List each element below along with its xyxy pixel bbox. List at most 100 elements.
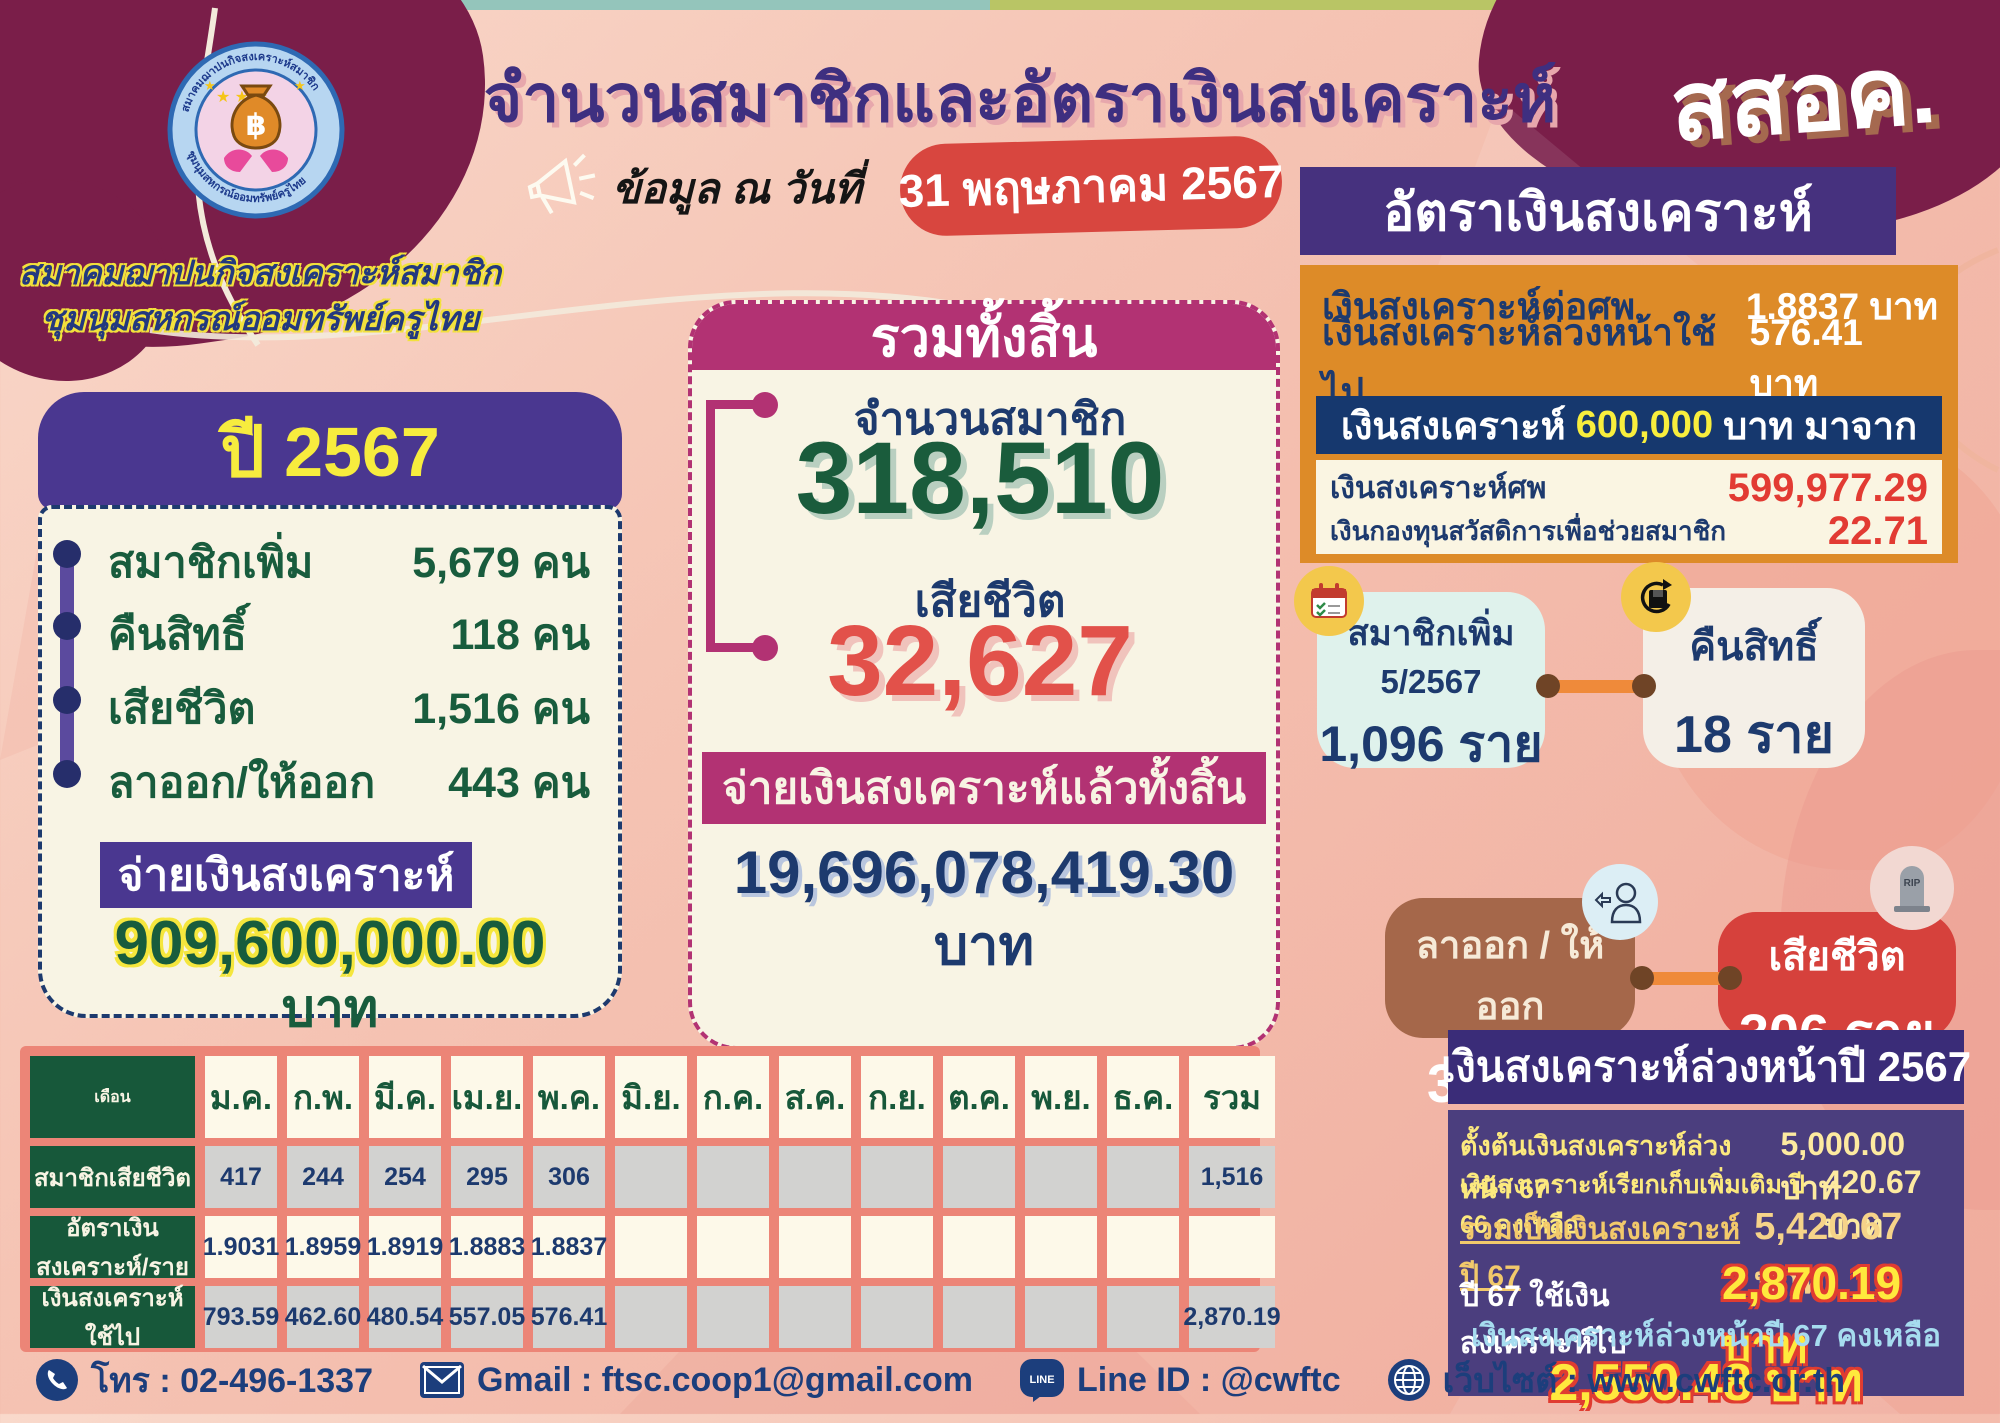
top-border-strip-segment (990, 0, 1560, 10)
return-box-icon (1621, 562, 1691, 632)
table-cell: 2,870.19 (1183, 1286, 1281, 1348)
table-cell: 1.9031 (203, 1216, 279, 1278)
footer-line[interactable]: LINE Line ID : @cwftc (1019, 1358, 1341, 1402)
logo-hand-right (260, 149, 288, 172)
logo-money-bag (230, 93, 282, 150)
year-row-label: คืนสิทธิ์ (108, 611, 247, 659)
advance-row-extra66: เงินสงเคราะห์เรียกเก็บเพิ่มเติม ปี 66 คง… (1460, 1164, 1952, 1252)
advance-row-value: 5,420.67 บาท (1754, 1206, 1903, 1302)
year-row-value: 5,679 (412, 539, 520, 587)
table-header-cell: ก.ย. (861, 1056, 933, 1138)
table-cell: 793.59 (203, 1286, 279, 1348)
year-row-unit: คน (531, 759, 590, 807)
table-cell (1025, 1146, 1097, 1208)
table-cell: 417 (205, 1146, 277, 1208)
card-deceased: เสียชีวิต 306 ราย (1718, 912, 1956, 1064)
asof-date-badge: 31 พฤษภาคม 2567 (898, 135, 1284, 237)
rates-panel-title: อัตราเงินสงเคราะห์ (1300, 167, 1896, 255)
bracket-dot (752, 392, 778, 418)
footer-website-text: เว็บไซต์ : www.cwftc.or.th (1442, 1362, 1845, 1400)
advance-used-value: 2,870.19 บาท (1722, 1257, 1902, 1372)
table-header-cell: ก.พ. (287, 1056, 359, 1138)
connector-line (1548, 680, 1644, 693)
table-cell (861, 1146, 933, 1208)
association-logo: สมาคมฌาปนกิจสงเคราะห์สมาชิก ชุมนุมสหกรณ์… (167, 41, 345, 219)
table-cell (1025, 1286, 1097, 1348)
table-cell: 462.60 (285, 1286, 361, 1348)
table-cell (943, 1216, 1015, 1278)
breakdown-row-welfare-fund: เงินกองทุนสวัสดิการเพื่อช่วยสมาชิก 22.71 (1330, 509, 1928, 553)
table-cell: 244 (287, 1146, 359, 1208)
phone-icon (36, 1359, 78, 1401)
total-panel-title: รวมทั้งสิ้น (692, 304, 1276, 370)
logo-baht-symbol: ฿ (246, 109, 267, 142)
rate-label: เงินสงเคราะห์ต่อศพ (1322, 285, 1636, 327)
table-header-cell: ส.ค. (779, 1056, 851, 1138)
connector-line (1642, 972, 1730, 985)
total-panel (688, 300, 1280, 1050)
table-cell: 254 (369, 1146, 441, 1208)
table-header-cell: พ.ย. (1025, 1056, 1097, 1138)
bracket-stub-bottom (706, 643, 758, 652)
year-timeline-bar (60, 552, 74, 784)
table-cell (779, 1286, 851, 1348)
members-total-label: จำนวนสมาชิก (853, 395, 1127, 444)
table-cell: 576.41 (531, 1286, 607, 1348)
org-name-line1: สมาคมฌาปนกิจสงเคราะห์สมาชิก (19, 254, 501, 291)
tombstone-icon: RIP (1870, 846, 1954, 930)
table-cell (943, 1286, 1015, 1348)
table-cell: 1.8959 (285, 1216, 361, 1278)
connector-dot (1630, 966, 1654, 990)
table-header-cell: มิ.ย. (615, 1056, 687, 1138)
table-cell (1189, 1216, 1275, 1278)
total-paid-value: 19,696,078,419.30 (733, 839, 1235, 906)
advance-used-label: ปี 67 ใช้เงินสงเคราะห์ไป (1460, 1279, 1627, 1360)
advance-row-label: เงินสงเคราะห์เรียกเก็บเพิ่มเติม ปี 66 คง… (1460, 1171, 1805, 1239)
year-panel-title: ปี 2567 (38, 392, 622, 510)
table-cell (943, 1146, 1015, 1208)
card-subtitle: 5/2567 (1380, 663, 1482, 700)
table-cell: 295 (451, 1146, 523, 1208)
timeline-dot (53, 686, 81, 714)
year-row-members-added: สมาชิกเพิ่ม 5,679 คน (108, 536, 590, 588)
email-icon (419, 1362, 464, 1398)
rates-banner: เงินสงเคราะห์ 600,000 บาท มาจาก (1316, 396, 1942, 454)
rate-label: เงินสงเคราะห์ล่วงหน้าใช้ไป (1322, 312, 1717, 412)
advance-row-value: 420.67 บาท (1823, 1164, 1922, 1244)
rates-banner-amount: 600,000 (1575, 403, 1714, 446)
table-cell (697, 1286, 769, 1348)
breakdown-row-body-fund: เงินสงเคราะห์ศพ 599,977.29 (1330, 464, 1928, 512)
monthly-table: เดือน ม.ค. ก.พ. มี.ค. เม.ย. พ.ค. มิ.ย. ก.ค. ส.ค.… (30, 1056, 1281, 1351)
table-cell (615, 1216, 687, 1278)
footer-email[interactable]: Gmail : ftsc.coop1@gmail.com (419, 1361, 973, 1400)
table-cell (861, 1286, 933, 1348)
rate-row-advance-used: เงินสงเคราะห์ล่วงหน้าใช้ไป 576.41 บาท (1322, 312, 1938, 413)
asof-label: ข้อมูล ณ วันที่ (612, 165, 862, 212)
card-title: ลาออก / ให้ออก (1415, 925, 1605, 1028)
table-row-label: อัตราเงินสงเคราะห์/ราย (30, 1215, 195, 1281)
org-name: สมาคมฌาปนกิจสงเคราะห์สมาชิก ชุมนุมสหกรณ์… (5, 250, 515, 342)
year-row-unit: คน (531, 611, 590, 659)
rate-value: 1.8837 (1745, 285, 1860, 327)
table-cell (779, 1216, 851, 1278)
year-row-label: สมาชิกเพิ่ม (108, 539, 314, 587)
footer-phone[interactable]: โทร : 02-496-1337 (35, 1353, 373, 1407)
card-title: เสียชีวิต (1768, 935, 1906, 979)
rates-banner-suffix: บาท มาจาก (1723, 405, 1918, 448)
year-paid-banner: จ่ายเงินสงเคราะห์ (100, 842, 472, 908)
advance-panel (1448, 1110, 1964, 1396)
table-cell: 557.05 (449, 1286, 525, 1348)
year-row-value: 1,516 (412, 685, 520, 733)
rate-value: 576.41 (1749, 311, 1863, 353)
footer-website[interactable]: เว็บไซต์ : www.cwftc.or.th (1387, 1353, 1845, 1407)
bracket-line (706, 400, 715, 652)
brand-abbreviation: สสอค. (1666, 35, 1940, 162)
table-cell: 306 (533, 1146, 605, 1208)
advance-row-value: 5,000.00 บาท (1780, 1126, 1906, 1206)
total-paid-unit: บาท (933, 916, 1035, 976)
rip-text: RIP (1904, 878, 1921, 889)
bracket-dot (752, 635, 778, 661)
table-header-cell: ต.ค. (943, 1056, 1015, 1138)
card-title: คืนสิทธิ์ (1689, 625, 1819, 669)
table-header-cell: ก.ค. (697, 1056, 769, 1138)
